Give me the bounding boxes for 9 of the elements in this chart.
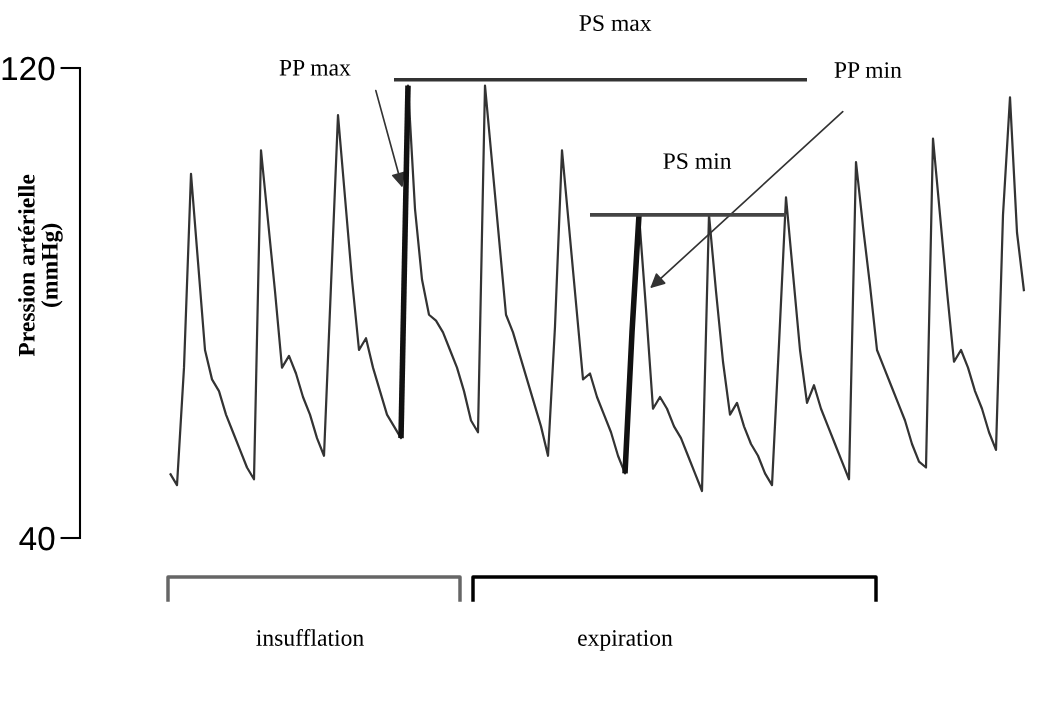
y-tick-label: 40 — [19, 526, 55, 551]
y-tick-label: 120 — [2, 56, 55, 81]
text: expiration — [578, 630, 673, 651]
text: PS max — [579, 15, 652, 32]
annotation: PP max — [279, 59, 351, 76]
text: insufflation — [256, 629, 364, 646]
y-axis-title: Pression artérielle (mmHg) — [18, 174, 63, 357]
annotation: PP min — [834, 62, 902, 78]
annotation: PS min — [663, 153, 732, 170]
